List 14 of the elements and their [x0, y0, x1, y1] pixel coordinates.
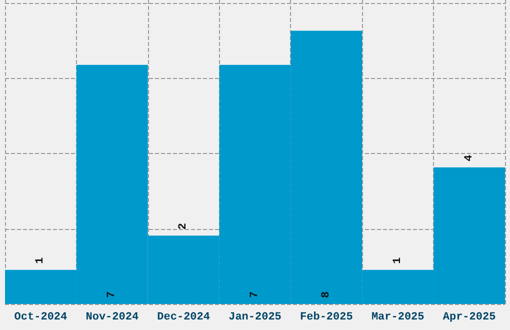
x-tick-label: Nov-2024 [86, 312, 139, 324]
x-tick-label: Dec-2024 [157, 312, 210, 324]
x-tick-label: Apr-2025 [442, 312, 496, 324]
x-tick-label: Oct-2024 [14, 312, 68, 324]
data-label: 7 [106, 291, 118, 298]
data-label: 4 [463, 154, 476, 162]
x-tick-label: Mar-2025 [371, 312, 425, 324]
x-tick-label: Jan-2025 [228, 312, 282, 324]
data-label: 1 [34, 256, 47, 264]
data-label: 1 [392, 256, 404, 264]
data-label: 8 [320, 291, 332, 298]
x-tick-label: Feb-2025 [300, 312, 354, 324]
data-label: 7 [249, 291, 261, 298]
data-label: 2 [178, 223, 190, 230]
